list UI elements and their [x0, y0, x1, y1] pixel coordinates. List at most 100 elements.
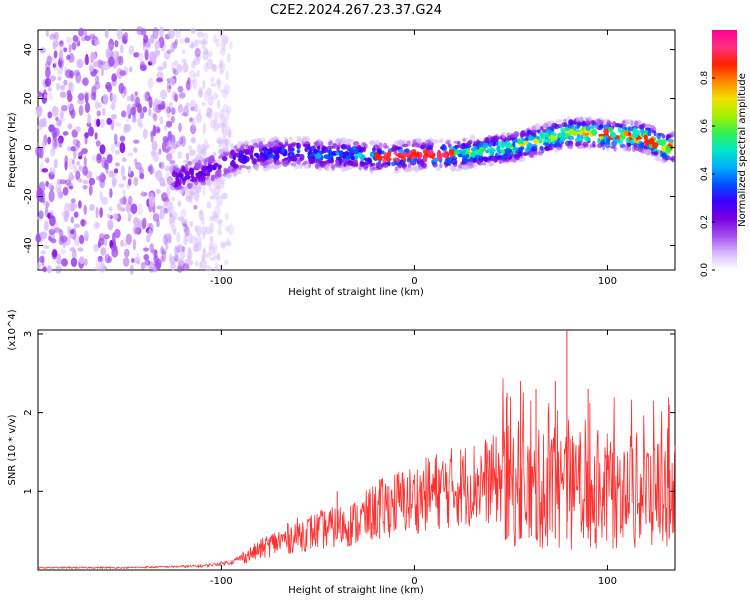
heatmap-cell: [179, 250, 186, 260]
heatmap-cell: [99, 118, 105, 128]
heatmap-cell: [142, 106, 148, 113]
heatmap-cell: [154, 49, 159, 59]
heatmap-cell: [174, 186, 181, 191]
heatmap-cell: [417, 166, 423, 171]
heatmap-cell: [188, 194, 193, 204]
heatmap-cell: [162, 197, 170, 203]
heatmap-cell: [272, 146, 278, 152]
heatmap-cell: [59, 40, 64, 47]
heatmap-cell: [205, 49, 209, 55]
heatmap-cell: [81, 218, 85, 227]
heatmap-cell: [441, 153, 448, 158]
heatmap-cell: [57, 76, 62, 81]
heatmap-cell: [212, 192, 220, 200]
heatmap-cell: [202, 146, 207, 157]
heatmap-cell: [314, 140, 320, 147]
heatmap-cell: [597, 119, 602, 124]
heatmap-cell: [412, 158, 419, 162]
heatmap-cell: [210, 82, 217, 87]
heatmap-cell: [219, 60, 226, 73]
heatmap-cell: [339, 159, 343, 167]
heatmap-cell: [283, 136, 288, 141]
heatmap-cell: [369, 166, 376, 171]
heatmap-cell: [451, 149, 455, 156]
heatmap-cell: [276, 147, 283, 154]
heatmap-cell: [213, 111, 220, 120]
heatmap-cell: [469, 134, 476, 142]
heatmap-cell: [73, 165, 77, 173]
heatmap-cell: [449, 165, 456, 172]
heatmap-cell: [93, 244, 99, 253]
heatmap-cell: [175, 29, 182, 39]
heatmap-cell: [143, 247, 149, 252]
heatmap-cell: [101, 196, 109, 205]
heatmap-cell: [191, 136, 197, 144]
heatmap-cell: [374, 152, 380, 159]
heatmap-cell: [151, 55, 156, 63]
heatmap-cell: [152, 27, 159, 39]
heatmap-cell: [144, 49, 149, 61]
heatmap-cell: [172, 228, 177, 235]
heatmap-cell: [496, 155, 503, 161]
heatmap-cell: [291, 156, 298, 161]
heatmap-cell: [112, 95, 117, 103]
heatmap-cell: [290, 142, 298, 146]
heatmap-cell: [48, 91, 53, 101]
heatmap-cell: [501, 144, 505, 149]
colorbar-tick-label: 0.2: [700, 215, 710, 229]
heatmap-cell: [69, 70, 74, 79]
heatmap-cell: [610, 145, 616, 149]
heatmap-cell: [91, 39, 95, 45]
heatmap-cell: [382, 164, 389, 168]
heatmap-cell: [197, 31, 204, 38]
heatmap-cell: [656, 156, 663, 162]
heatmap-cell: [183, 234, 188, 246]
heatmap-cell: [591, 120, 596, 124]
heatmap-cell: [166, 120, 172, 128]
heatmap-cell: [645, 139, 650, 144]
colorbar-ticks: 0.0 0.2 0.4 0.6 0.8: [700, 71, 715, 277]
heatmap-cell: [202, 50, 209, 61]
heatmap-cell: [184, 171, 191, 176]
heatmap-cell: [633, 146, 640, 151]
heatmap-cell: [473, 145, 477, 151]
heatmap-cell: [538, 139, 543, 144]
heatmap-cell: [262, 152, 267, 160]
heatmap-cell: [519, 155, 526, 162]
heatmap-cell: [510, 151, 514, 156]
heatmap-cell: [295, 153, 301, 158]
heatmap-cell: [161, 251, 167, 263]
heatmap-cell: [484, 137, 489, 143]
heatmap-cell: [188, 232, 193, 244]
heatmap-cell: [225, 237, 231, 247]
heatmap-cell: [531, 146, 538, 152]
heatmap-cell: [491, 135, 498, 143]
heatmap-cell: [190, 235, 197, 246]
heatmap-cell: [84, 55, 90, 66]
heatmap-cell: [221, 138, 228, 150]
heatmap-cell: [216, 99, 221, 110]
heatmap-cell: [652, 141, 659, 149]
heatmap-cell: [338, 138, 343, 143]
heatmap-cell: [577, 122, 583, 127]
heatmap-cell: [230, 161, 236, 167]
heatmap-cell: [111, 177, 117, 188]
heatmap-cell: [40, 250, 47, 255]
heatmap-cell: [170, 115, 175, 124]
heatmap-cell: [190, 60, 197, 69]
heatmap-cell: [201, 39, 206, 50]
y-tick-label: 1: [23, 488, 34, 494]
y-tick-label: 3: [23, 331, 34, 337]
heatmap-cell: [198, 88, 203, 98]
heatmap-cell: [68, 82, 73, 91]
heatmap-cell: [645, 127, 651, 131]
heatmap-cell: [137, 104, 143, 113]
heatmap-cell: [125, 111, 129, 123]
heatmap-cell: [333, 163, 338, 168]
heatmap-cell: [401, 161, 406, 165]
heatmap-cell: [162, 234, 168, 245]
heatmap-cell: [99, 60, 105, 66]
heatmap-cell: [178, 257, 185, 265]
heatmap-cell: [228, 129, 232, 139]
